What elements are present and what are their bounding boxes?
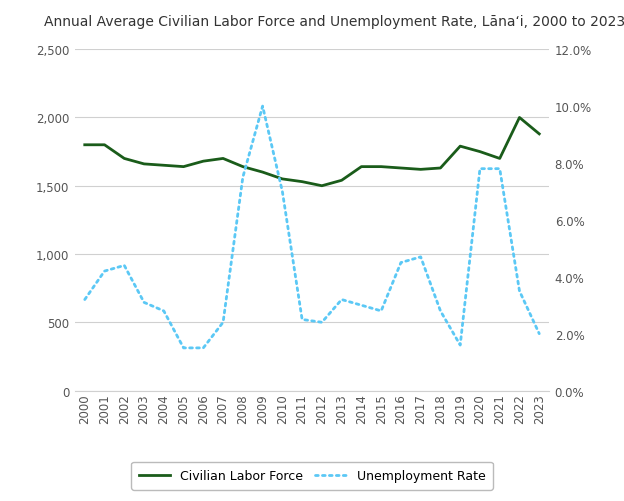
Civilian Labor Force bbox=[81, 142, 89, 148]
Civilian Labor Force bbox=[200, 159, 207, 165]
Civilian Labor Force bbox=[100, 142, 108, 148]
Unemployment Rate bbox=[358, 303, 365, 309]
Civilian Labor Force bbox=[456, 144, 464, 150]
Unemployment Rate bbox=[417, 255, 424, 261]
Civilian Labor Force bbox=[160, 163, 167, 169]
Civilian Labor Force bbox=[515, 115, 523, 121]
Unemployment Rate bbox=[160, 308, 167, 314]
Unemployment Rate bbox=[219, 320, 227, 326]
Line: Civilian Labor Force: Civilian Labor Force bbox=[85, 118, 539, 186]
Civilian Labor Force bbox=[397, 166, 404, 172]
Unemployment Rate bbox=[100, 269, 108, 275]
Unemployment Rate bbox=[378, 308, 385, 314]
Civilian Labor Force bbox=[496, 156, 504, 162]
Unemployment Rate bbox=[239, 175, 246, 181]
Unemployment Rate bbox=[120, 263, 128, 269]
Unemployment Rate bbox=[496, 166, 504, 172]
Civilian Labor Force bbox=[278, 176, 286, 182]
Unemployment Rate bbox=[278, 189, 286, 195]
Civilian Labor Force bbox=[476, 149, 484, 155]
Civilian Labor Force bbox=[338, 178, 345, 184]
Civilian Labor Force bbox=[120, 156, 128, 162]
Unemployment Rate bbox=[515, 289, 523, 295]
Civilian Labor Force bbox=[219, 156, 227, 162]
Unemployment Rate bbox=[476, 166, 484, 172]
Unemployment Rate bbox=[535, 331, 543, 337]
Unemployment Rate bbox=[180, 345, 187, 351]
Unemployment Rate bbox=[81, 297, 89, 303]
Unemployment Rate bbox=[259, 104, 266, 110]
Civilian Labor Force bbox=[180, 164, 187, 170]
Civilian Labor Force bbox=[378, 164, 385, 170]
Unemployment Rate bbox=[318, 320, 326, 326]
Civilian Labor Force bbox=[437, 166, 444, 172]
Unemployment Rate bbox=[456, 342, 464, 348]
Civilian Labor Force bbox=[140, 161, 148, 167]
Civilian Labor Force bbox=[298, 179, 306, 185]
Unemployment Rate bbox=[200, 345, 207, 351]
Unemployment Rate bbox=[397, 260, 404, 266]
Civilian Labor Force bbox=[358, 164, 365, 170]
Text: Annual Average Civilian Labor Force and Unemployment Rate, Lānaʻi, 2000 to 2023: Annual Average Civilian Labor Force and … bbox=[44, 15, 624, 29]
Unemployment Rate bbox=[140, 300, 148, 306]
Unemployment Rate bbox=[298, 317, 306, 323]
Civilian Labor Force bbox=[239, 164, 246, 170]
Civilian Labor Force bbox=[535, 132, 543, 138]
Unemployment Rate bbox=[338, 297, 345, 303]
Civilian Labor Force bbox=[259, 170, 266, 176]
Civilian Labor Force bbox=[417, 167, 424, 173]
Legend: Civilian Labor Force, Unemployment Rate: Civilian Labor Force, Unemployment Rate bbox=[131, 462, 493, 490]
Line: Unemployment Rate: Unemployment Rate bbox=[85, 107, 539, 348]
Unemployment Rate bbox=[437, 308, 444, 314]
Civilian Labor Force bbox=[318, 183, 326, 189]
